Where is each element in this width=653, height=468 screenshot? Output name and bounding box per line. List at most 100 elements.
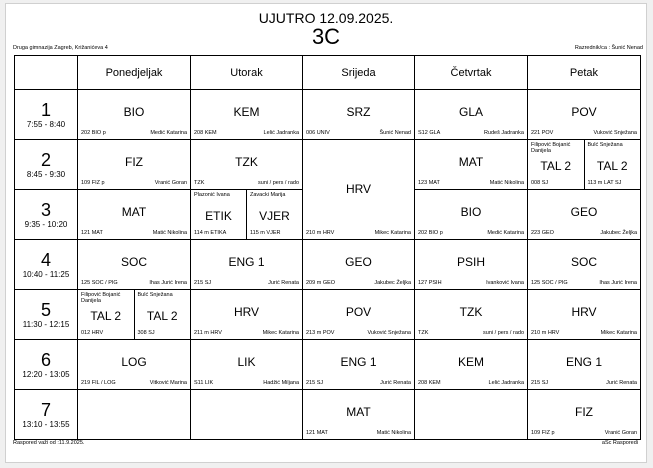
subject-name: LIK xyxy=(237,355,256,369)
teacher-name: Ihas Jurić Irena xyxy=(149,280,187,286)
subject-name: POV xyxy=(345,305,372,319)
period-number: 7 xyxy=(40,400,51,420)
room-name: 109 FIZ p xyxy=(531,430,555,436)
teacher-name: Vuković Snježana xyxy=(593,130,637,136)
teacher-name: Plazonić Ivana xyxy=(194,192,230,198)
teacher-name: Lelić Jadranka xyxy=(263,130,299,136)
lesson-cell: Plazonić Ivana ETIK 114 m ETIKA Zavacki Mar… xyxy=(190,189,303,240)
teacher-name: Medić Katarina xyxy=(150,130,187,136)
teacher-name: Filipović Bojanić Danijela xyxy=(531,142,571,154)
teacher-name: Hadžić Miljana xyxy=(263,380,299,386)
teacher-name: Rudeš Jadranka xyxy=(483,130,524,136)
period-time: 11:30 - 12:15 xyxy=(22,320,70,329)
teacher-name: Filipović Bojanić Danijela xyxy=(81,292,121,304)
subject-name: MAT xyxy=(458,155,484,169)
period-row: 1 7:55 - 8:40 BIO 202 BIO p Medić Katarina KE… xyxy=(14,89,641,140)
teacher-name: Vuković Snježana xyxy=(367,330,411,336)
period-time: 8:45 - 9:30 xyxy=(26,170,66,179)
room-name: 115 m VJER xyxy=(250,230,281,236)
subject-name: HRV xyxy=(345,182,372,196)
subject-name: KEM xyxy=(457,355,484,369)
subject-name: BIO xyxy=(123,105,145,119)
subject-name: LOG xyxy=(121,355,147,369)
subject-name: SRZ xyxy=(346,105,371,119)
subject-name: TZK xyxy=(235,155,258,169)
room-name: 202 BIO p xyxy=(81,130,106,136)
subject-name: MAT xyxy=(346,405,371,419)
lesson-cell: MAT 121 MAT Matić Nikolina xyxy=(302,389,415,440)
corner-cell xyxy=(14,55,78,90)
subject-name: POV xyxy=(571,105,597,119)
period-cell: 7 13:10 - 13:55 xyxy=(14,389,78,440)
teacher-name: Medić Katarina xyxy=(487,230,524,236)
teacher-name: Ihas Jurić Irena xyxy=(599,280,637,286)
day-header: Ponedjeljak xyxy=(77,55,191,90)
subject-name: GEO xyxy=(570,205,598,219)
lesson-cell: SOC 125 SOC / PIG Ihas Jurić Irena xyxy=(527,239,641,290)
lesson-cell: BIO 202 BIO p Medić Katarina xyxy=(77,89,191,140)
subject-name: TAL 2 xyxy=(596,159,628,173)
group-lesson: Bulć Snježana TAL 2 113 m LAT SJ xyxy=(583,140,641,189)
subject-name: TAL 2 xyxy=(90,309,122,323)
room-name: 210 m HRV xyxy=(531,330,560,336)
lesson-cell: HRV 211 m HRV Mikec Katarina xyxy=(190,289,303,340)
lesson-cell: LIK S11 LIK Hadžić Miljana xyxy=(190,339,303,390)
teacher-name: Jurić Renata xyxy=(606,380,637,386)
teacher-name: Ivanković Ivana xyxy=(486,280,524,286)
lesson-cell: KEM 208 KEM Lelić Jadranka xyxy=(414,339,528,390)
room-name: 127 PSIH xyxy=(418,280,442,286)
lesson-cell: Filipović Bojanić Danijela TAL 2 008 SJ Bul… xyxy=(527,139,641,190)
lesson-cell xyxy=(77,389,191,440)
room-name: 113 m LAT SJ xyxy=(587,180,622,186)
period-row: 6 12:20 - 13:05 LOG 219 FIL / LOG Vitković M… xyxy=(14,339,641,390)
room-name: 114 m ETIKA xyxy=(194,230,227,236)
room-name: 012 HRV xyxy=(81,330,104,336)
room-name: 213 m POV xyxy=(306,330,335,336)
teacher-name: Mikec Katarina xyxy=(374,230,411,236)
period-row: 5 11:30 - 12:15 Filipović Bojanić Danijela… xyxy=(14,289,641,340)
group-lesson: Zavacki Marija VJER 115 m VJER xyxy=(246,190,302,239)
day-header: Petak xyxy=(527,55,641,90)
teacher-name: Mikec Katarina xyxy=(600,330,637,336)
split-lesson: Filipović Bojanić Danijela TAL 2 012 HRV Bu… xyxy=(78,290,190,339)
period-number: 1 xyxy=(40,100,51,120)
subject-name: ENG 1 xyxy=(565,355,602,369)
period-row: 4 10:40 - 11:25 SOC 125 SOC / PIG Ihas Jurić… xyxy=(14,239,641,290)
period-time: 7:55 - 8:40 xyxy=(26,120,66,129)
teacher-name: Šunić Nenad xyxy=(379,130,412,136)
lesson-cell: FIZ 109 FIZ p Vranić Goran xyxy=(527,389,641,440)
lesson-cell: BIO 202 BIO p Medić Katarina xyxy=(414,189,528,240)
room-name: TZK xyxy=(418,330,429,336)
teacher-name: Jurić Renata xyxy=(380,380,411,386)
room-name: 210 m HRV xyxy=(306,230,335,236)
teacher-name: Vranić Goran xyxy=(604,430,637,436)
school-name: Druga gimnazija Zagreb, Križanićeva 4 xyxy=(13,45,108,51)
subject-name: SOC xyxy=(120,255,147,269)
split-lesson: Filipović Bojanić Danijela TAL 2 008 SJ Bul… xyxy=(528,140,640,189)
room-name: 123 MAT xyxy=(418,180,440,186)
group-lesson: Plazonić Ivana ETIK 114 m ETIKA xyxy=(191,190,246,239)
subject-name: TZK xyxy=(459,305,483,319)
room-name: 125 SOC / PIG xyxy=(81,280,118,286)
period-number: 5 xyxy=(40,300,51,320)
subject-name: FIZ xyxy=(125,155,143,169)
teacher-name: Jakubec Željka xyxy=(600,230,637,236)
room-name: 006 UNIV xyxy=(306,130,330,136)
subject-name: SOC xyxy=(570,255,597,269)
teacher-name: Matić Nikolina xyxy=(152,230,187,236)
period-cell: 6 12:20 - 13:05 xyxy=(14,339,78,390)
subject-name: VJER xyxy=(259,209,290,223)
lesson-cell: POV 221 POV Vuković Snježana xyxy=(527,89,641,140)
lesson-cell: MAT 123 MAT Matić Nikolina xyxy=(414,139,528,190)
lesson-cell: ENG 1 215 SJ Jurić Renata xyxy=(190,239,303,290)
subject-name: FIZ xyxy=(575,405,593,419)
teacher-name: Bulć Snježana xyxy=(137,292,173,298)
teacher-name: Matić Nikolina xyxy=(376,430,411,436)
period-row: 3 9:35 - 10:20 MAT 121 MAT Matić Nikolina Pla… xyxy=(14,189,641,240)
subject-name: TAL 2 xyxy=(540,159,572,173)
teacher-name: Jurić Renata xyxy=(268,280,299,286)
room-name: 121 MAT xyxy=(306,430,328,436)
subject-name: ETIK xyxy=(205,209,232,223)
class-name: 3C xyxy=(311,24,341,49)
lesson-cell xyxy=(414,389,528,440)
